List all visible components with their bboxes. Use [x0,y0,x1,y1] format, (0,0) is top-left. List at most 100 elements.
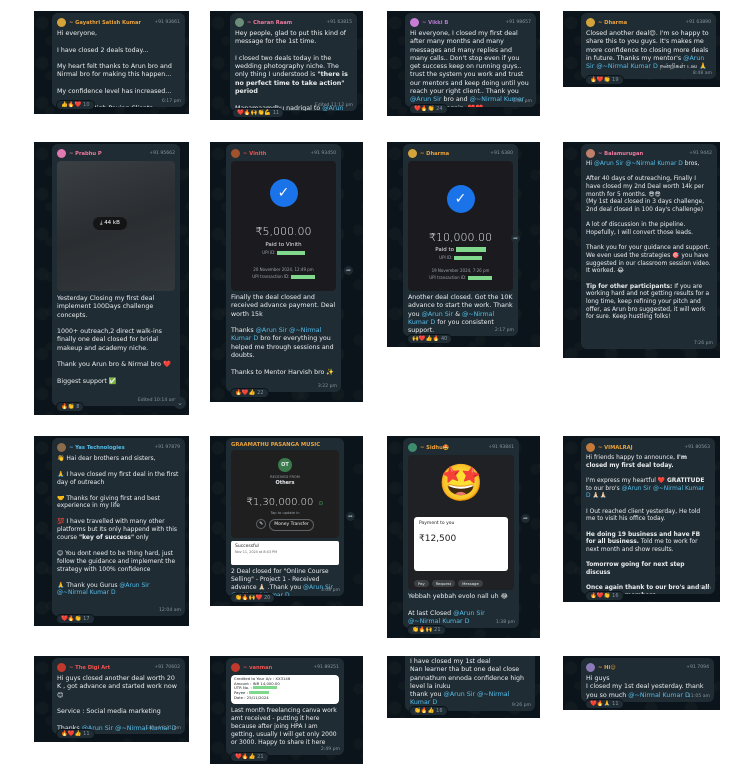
sender-name[interactable]: ~ Vikki B [422,19,449,26]
avatar[interactable] [408,149,417,158]
reactions-pill[interactable]: ❤️🔥🙌👏💪 11 [232,108,285,118]
bank-receipt[interactable]: Credited to Your A/c : XX3146 Amount : I… [231,675,339,704]
group-banner[interactable]: GRAAMATHU PASANGA MUSIC [231,442,321,448]
sender-name[interactable]: ~ Vinith [243,150,267,157]
message-bubble[interactable]: ~ Charan Raam +91 63815 Hey people, glad… [230,13,357,111]
money-transfer-button[interactable]: Money Transfer [269,519,314,531]
message-bubble[interactable]: ~ Vinith +91 93450 ✓ ₹5,000.00 Paid to V… [226,144,341,392]
reactions-pill[interactable]: ❤️🔥👍 21 [230,752,269,762]
avatar[interactable] [231,663,240,672]
blurred-video-thumbnail[interactable]: ⤓ 44 kB [57,161,175,291]
avatar[interactable] [586,149,595,158]
avatar[interactable] [235,18,244,27]
message-bubble[interactable]: ~ Dharma +91 63890 Closed another deal😌.… [581,13,716,79]
forward-icon[interactable]: ➦ [344,266,353,275]
sender-name[interactable]: ~ Hi😊 [598,664,616,671]
message-tab[interactable]: Message [458,580,483,587]
message-bubble[interactable]: GRAAMATHU PASANGA MUSIC OT RECEIVED FROM… [226,438,344,596]
message-bubble[interactable]: ~ Hi😊 +91 7094 Hi guys I closed my 1st d… [581,658,714,702]
reactions-pill[interactable]: 🔥❤️👏 16 [585,591,624,601]
mention-nirmal[interactable]: @~Nirmal Kumar D [625,161,683,167]
pay-tab[interactable]: Pay [414,580,429,587]
request-tab[interactable]: Request [431,580,456,587]
sender-name[interactable]: ~ vanman [243,664,273,671]
reactions-pill[interactable]: ❤️🔥👏 24 [409,104,448,114]
mention-arun[interactable]: @Arun Sir [81,724,114,732]
message-bubble[interactable]: ~ vanman +91 89251 Credited to Your A/c … [226,658,344,755]
avatar[interactable] [231,149,240,158]
avatar[interactable] [408,443,417,452]
sender-name[interactable]: ~ Charan Raam [247,19,293,26]
mention-arun[interactable]: @Arun Sir [410,96,442,104]
mention-nirmal[interactable]: @~Nirmal Kumar D [410,691,510,707]
avatar[interactable] [57,663,66,672]
message-bubble[interactable]: ~ Dharma +91 6380 ✓ ₹10,000.00 Paid to U… [403,144,518,336]
mention-nirmal[interactable]: @~Nirmal Kumar D [586,485,705,500]
reactions-pill[interactable]: 👏🔥🙌 21 [407,625,446,635]
message-bubble[interactable]: ~ VIMALRAJ +91 80563 Hi friends happy to… [581,438,715,594]
mention-arun[interactable]: @Arun Sir [586,54,705,71]
mention-nirmal[interactable]: @~Nirmal Kumar D [57,589,116,597]
mention-nirmal[interactable]: @~Nirmal Kumar D [408,617,470,625]
sender-name[interactable]: ~ Dharma [420,150,450,157]
mention-arun[interactable]: @Arun Sir [255,327,288,335]
reactions-pill[interactable]: ❤️🔥🙏 11 [585,699,624,709]
reactions-pill[interactable]: 👏🔥👍 16 [409,706,448,716]
message-bubble[interactable]: ~ Balamurugan +91 9442 Hi @Arun Sir @~Ni… [581,144,717,349]
mention-nirmal[interactable]: @~Nirmal Kumar D [115,724,177,732]
sender-name[interactable]: ~ The Digi Art [69,664,111,671]
sender-name[interactable]: ~ Yas Technologies [69,444,125,451]
message-bubble[interactable]: I have closed my 1st deal Nan learner th… [405,656,535,711]
sender-name[interactable]: ~ Gayathri Satish Kumar [69,19,142,26]
mention-nirmal[interactable]: @~Nirmal Kumar D [628,691,690,699]
scroll-down-button[interactable]: ⌄ [174,397,186,409]
mention-nirmal[interactable]: @~Nirmal Kumar D [596,63,658,71]
reactions-pill[interactable]: 🔥❤️👍 22 [230,388,269,398]
payment-screenshot[interactable]: ✓ ₹10,000.00 Paid to UPI ID: 19 November… [408,161,513,291]
file-size: 44 kB [104,220,120,226]
reactions-pill[interactable]: ❤️🔥👏 17 [56,614,95,624]
message-bubble[interactable]: ~ Sidhu🤩 +91 93841 🤩 Payment to you ₹12,… [403,438,519,628]
avatar[interactable] [57,18,66,27]
sender-name[interactable]: ~ Prabhu P [69,150,102,157]
mention-arun[interactable]: @Arun Sir [453,609,485,617]
gpay-screenshot[interactable]: OT RECEIVED FROM Others ₹1,30,000.00 ⊙ T… [231,450,339,538]
mention-arun[interactable]: @Arun Sir [421,310,454,318]
mention-arun[interactable]: @Arun Sir [119,581,150,589]
reactions-pill[interactable]: 👍🔥❤️ 10 [56,100,95,110]
download-pill[interactable]: ⤓ 44 kB [93,217,127,230]
payment-image[interactable]: 🤩 Payment to you ₹12,500 Pay Request Mes… [408,455,514,590]
message-bubble[interactable]: ~ The Digi Art +91 70602 Hi guys closed … [52,658,185,734]
mention-nirmal[interactable]: @~Nirmal Kumar D [408,310,495,326]
message-bubble[interactable]: ~ Gayathri Satish Kumar +91 93661 Hi eve… [52,13,185,107]
message-bubble[interactable]: ~ Prabhu P +91 95662 ⤓ 44 kB Yesterday C… [52,144,180,406]
edit-icon[interactable]: ✎ [256,519,267,529]
reactions-pill[interactable]: 🔥❤️👍 11 [56,729,95,739]
mention-arun[interactable]: @Arun Sir [302,583,333,591]
reactions-pill[interactable]: 🔥❤️👏 19 [585,75,624,85]
reactions-pill[interactable]: 🙌❤️👍🔥 40 [407,334,453,344]
forward-icon[interactable]: ➦ [511,234,520,243]
message-bubble[interactable]: ~ Yas Technologies +91 97879 👋 Hai dear … [52,438,185,616]
avatar[interactable] [410,18,419,27]
avatar[interactable] [586,18,595,27]
mention-arun[interactable]: @Arun Sir [593,161,624,167]
sender-name[interactable]: ~ Sidhu🤩 [420,444,450,451]
mention-arun[interactable]: @Arun Sir [322,104,344,111]
sender-name[interactable]: ~ VIMALRAJ [598,444,633,451]
mention-nirmal[interactable]: @~Nirmal Kumar D [231,327,322,343]
sender-name[interactable]: ~ Dharma [598,19,628,26]
avatar[interactable] [57,149,66,158]
payment-screenshot[interactable]: ✓ ₹5,000.00 Paid to Vinith UPI ID: 20 No… [231,161,336,291]
avatar[interactable] [586,443,595,452]
reactions-pill[interactable]: 🔥👏 8 [56,402,85,412]
avatar[interactable] [57,443,66,452]
sender-name[interactable]: ~ Balamurugan [598,150,644,157]
reactions-pill[interactable]: 👏🔥🙌❤️ 20 [230,593,276,603]
mention-arun[interactable]: @Arun Sir [443,691,476,699]
forward-icon[interactable]: ➦ [521,514,530,523]
message-bubble[interactable]: ~ Vikki B +91 98657 Hi everyone, I close… [405,13,536,107]
mention-arun[interactable]: @Arun Sir [621,485,652,492]
forward-icon[interactable]: ➦ [346,512,355,521]
avatar[interactable] [586,663,595,672]
